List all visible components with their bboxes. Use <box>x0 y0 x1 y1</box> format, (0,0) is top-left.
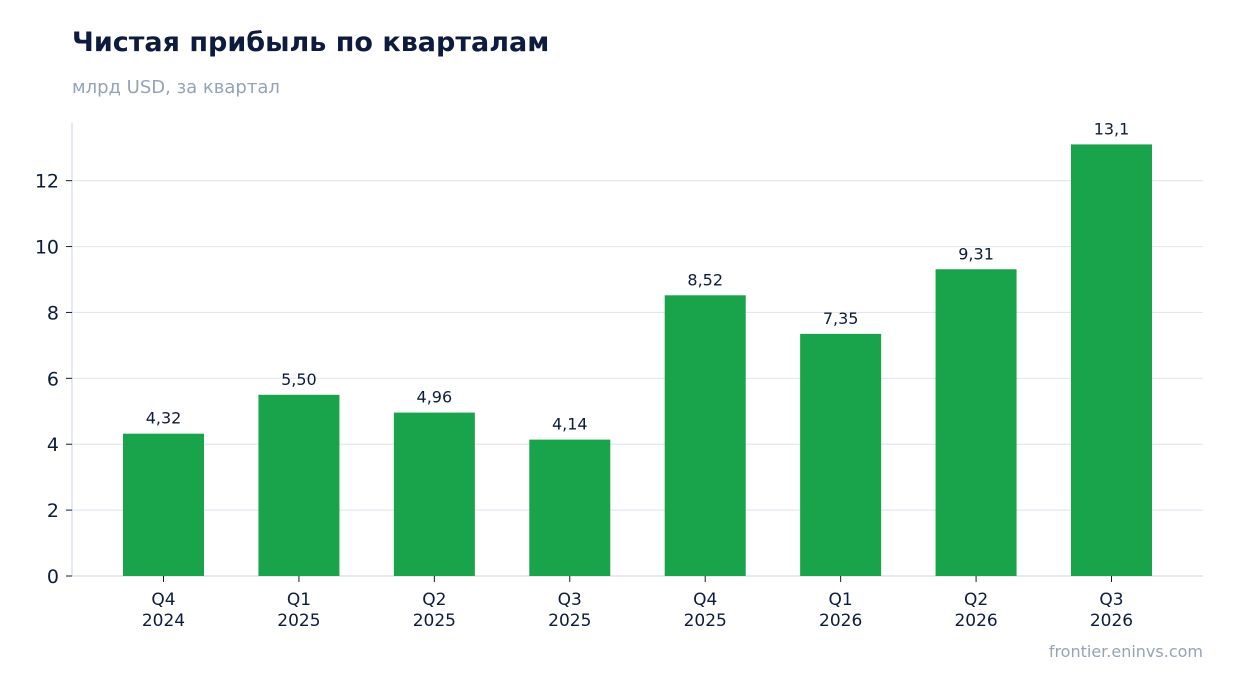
x-tick-label-quarter: Q2 <box>964 590 988 610</box>
bar <box>664 295 746 576</box>
bar <box>258 394 340 576</box>
x-tick-label-year: 2026 <box>819 611 862 631</box>
data-label: 4,32 <box>146 409 182 428</box>
x-tick-label-quarter: Q1 <box>829 590 853 610</box>
x-tick-label-year: 2026 <box>1090 611 1133 631</box>
x-tick-label-quarter: Q3 <box>558 590 582 610</box>
chart-title: Чистая прибыль по кварталам <box>72 27 550 58</box>
x-tick-label-quarter: Q4 <box>693 590 717 610</box>
y-tick-label: 12 <box>35 171 59 193</box>
chart-subtitle: млрд USD, за квартал <box>72 77 280 98</box>
y-tick-label: 10 <box>35 237 59 259</box>
data-label: 5,50 <box>281 370 317 389</box>
data-label: 9,31 <box>958 244 994 263</box>
x-tick-label-year: 2024 <box>142 611 185 631</box>
x-tick-label-quarter: Q3 <box>1099 590 1123 610</box>
y-tick-label: 2 <box>47 500 59 522</box>
data-label: 13,1 <box>1094 119 1130 138</box>
x-tick-label-quarter: Q2 <box>422 590 446 610</box>
bar <box>935 269 1017 576</box>
x-tick-label-year: 2025 <box>548 611 591 631</box>
bar <box>800 333 882 576</box>
bar <box>123 433 204 576</box>
x-tick-label-year: 2025 <box>277 611 320 631</box>
data-label: 8,52 <box>687 270 723 289</box>
x-tick-label-quarter: Q1 <box>287 590 311 610</box>
x-tick-label-year: 2025 <box>684 611 727 631</box>
source-credit: frontier.eninvs.com <box>1048 642 1203 661</box>
data-label: 4,96 <box>417 388 453 407</box>
bar <box>393 412 475 576</box>
x-tick-label-year: 2025 <box>413 611 456 631</box>
data-label: 4,14 <box>552 415 588 434</box>
x-tick-label-year: 2026 <box>954 611 997 631</box>
bar <box>529 439 611 576</box>
bar <box>1071 144 1152 576</box>
x-tick-label-quarter: Q4 <box>151 590 175 610</box>
y-tick-label: 0 <box>47 566 59 588</box>
data-label: 7,35 <box>823 309 859 328</box>
y-tick-label: 4 <box>47 434 59 456</box>
y-tick-label: 8 <box>47 302 59 324</box>
y-tick-label: 6 <box>47 368 59 390</box>
